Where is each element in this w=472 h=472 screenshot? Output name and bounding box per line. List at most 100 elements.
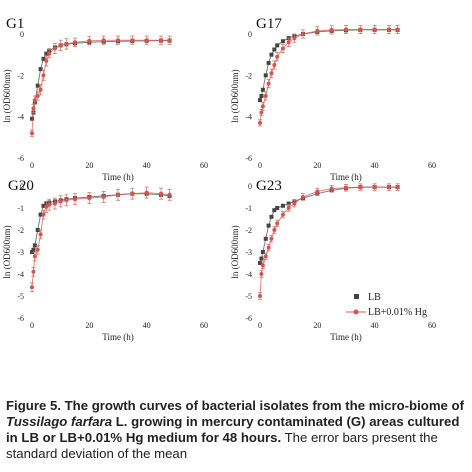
data-point: [52, 46, 57, 51]
data-point: [47, 51, 52, 56]
data-point: [260, 104, 265, 109]
data-point: [41, 56, 46, 61]
x-tick-label: 40: [371, 321, 379, 330]
data-point: [315, 28, 320, 33]
data-point: [41, 73, 46, 78]
data-point: [31, 247, 36, 252]
x-axis-label: Time (h): [330, 332, 361, 342]
y-tick-label: -6: [17, 154, 24, 163]
x-axis-label: Time (h): [102, 332, 133, 342]
data-point: [87, 38, 92, 43]
legend-label-hg: LB+0.01% Hg: [368, 307, 427, 318]
x-tick-label: 0: [258, 161, 262, 170]
y-tick-label: -2: [245, 226, 252, 235]
x-tick-label: 20: [85, 321, 93, 330]
data-point: [58, 43, 63, 48]
data-point: [269, 52, 274, 57]
series-lb-hg: [30, 186, 172, 293]
data-point: [275, 54, 280, 59]
data-point: [64, 41, 69, 46]
data-point: [38, 232, 43, 237]
legend-marker-lb: [354, 294, 359, 299]
data-point: [263, 73, 268, 78]
data-point: [258, 294, 262, 298]
x-tick-label: 60: [428, 161, 436, 170]
data-point: [32, 243, 37, 248]
data-point: [159, 191, 163, 196]
series-line: [31, 193, 170, 253]
legend-marker-hg: [353, 309, 359, 315]
panel-g23: G23 0 -1 -2 -3 -4 -5 -6 0 20 40 60 Time (h) ln (OD600…: [230, 178, 436, 342]
data-point: [344, 27, 348, 32]
y-tick-label: 0: [248, 182, 252, 191]
x-tick-label: 60: [428, 321, 436, 330]
data-point: [395, 27, 400, 32]
legend-label-lb: LB: [368, 292, 381, 303]
data-point: [286, 40, 291, 45]
data-point: [280, 203, 285, 208]
data-point: [167, 38, 172, 43]
data-point: [280, 39, 285, 44]
data-point: [260, 263, 265, 268]
data-point: [38, 87, 43, 92]
caption-bold-part-2: L. growing in mercury contaminated (G) a…: [6, 414, 460, 445]
data-point: [116, 38, 120, 43]
x-tick-label: 20: [85, 161, 93, 170]
data-point: [266, 60, 271, 65]
data-point: [35, 228, 40, 232]
data-point: [73, 40, 77, 45]
data-point: [266, 223, 271, 228]
y-tick-label: -6: [245, 314, 252, 323]
data-point: [280, 212, 285, 217]
data-point: [31, 269, 36, 274]
data-point: [101, 38, 106, 43]
caption-species-name: Tussilago farfara: [6, 414, 113, 429]
data-point: [280, 46, 285, 51]
caption-bold-part: Figure 5. The growth curves of bacterial…: [6, 398, 464, 413]
series-line: [31, 40, 170, 119]
data-point: [272, 63, 277, 67]
data-point: [167, 192, 172, 197]
data-point: [73, 197, 77, 202]
data-point: [358, 185, 363, 190]
data-point: [259, 110, 264, 115]
data-point: [263, 94, 268, 98]
panel-title: G17: [256, 16, 282, 32]
data-point: [44, 204, 49, 209]
data-point: [30, 250, 34, 254]
y-tick-label: 0: [248, 30, 252, 39]
data-point: [101, 195, 106, 199]
data-point: [301, 32, 305, 36]
data-point: [144, 190, 149, 195]
data-point: [32, 254, 37, 259]
x-tick-label: 60: [200, 321, 208, 330]
x-tick-label: 20: [313, 321, 321, 330]
data-point: [30, 285, 34, 290]
y-tick-label: -3: [17, 248, 24, 257]
data-point: [32, 98, 37, 103]
data-point: [275, 221, 280, 226]
y-axis-label: ln (OD600nm): [230, 225, 240, 278]
series-lb: [258, 27, 400, 103]
data-point: [38, 212, 43, 217]
data-point: [41, 203, 46, 208]
data-point: [329, 27, 334, 32]
data-point: [372, 185, 377, 190]
y-axis-label: ln (OD600nm): [2, 69, 12, 122]
data-point: [31, 106, 36, 111]
data-point: [259, 272, 264, 276]
data-point: [116, 192, 120, 197]
data-point: [387, 27, 391, 32]
figure-caption: Figure 5. The growth curves of bacterial…: [6, 398, 468, 462]
data-point: [395, 185, 400, 190]
data-point: [258, 98, 262, 103]
y-tick-label: 0: [20, 30, 24, 39]
data-point: [372, 27, 377, 32]
data-point: [266, 245, 271, 250]
data-point: [144, 38, 149, 43]
data-point: [258, 261, 262, 265]
y-tick-label: -4: [245, 270, 252, 279]
panel-title: G23: [256, 178, 282, 194]
data-point: [269, 236, 274, 241]
